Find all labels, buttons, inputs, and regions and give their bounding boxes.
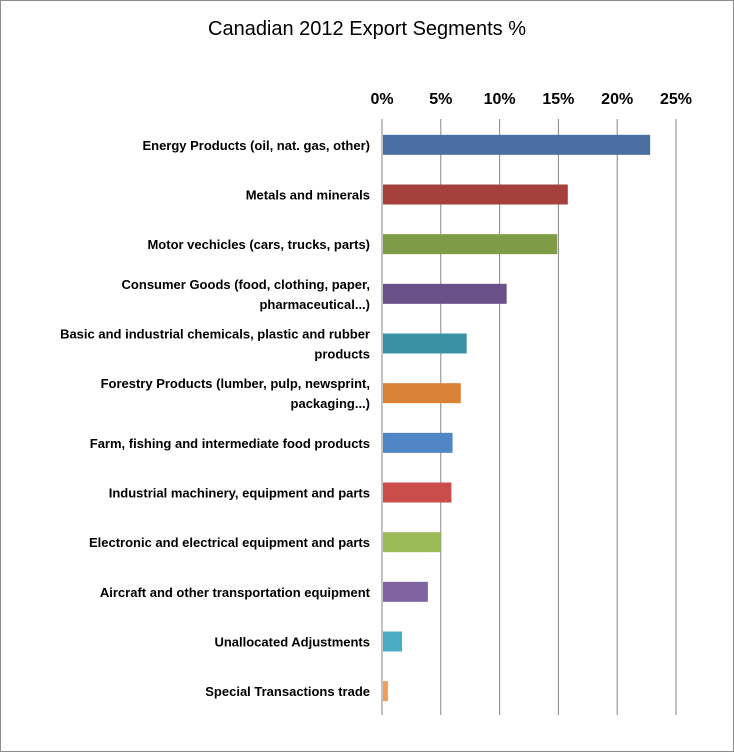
category-label: Motor vechicles (cars, trucks, parts) [147, 237, 370, 252]
category-label: Basic and industrial chemicals, plastic … [60, 327, 370, 342]
bar [383, 681, 388, 702]
bar [383, 532, 441, 553]
bar [383, 234, 558, 255]
category-label: Aircraft and other transportation equipm… [100, 585, 371, 600]
category-label: Electronic and electrical equipment and … [89, 535, 370, 550]
category-label: Special Transactions trade [205, 684, 370, 699]
bar [383, 283, 507, 304]
category-label: Unallocated Adjustments [214, 635, 370, 650]
x-tick-label: 0% [370, 91, 393, 108]
category-label: packaging...) [291, 396, 370, 411]
category-labels: Energy Products (oil, nat. gas, other) Me… [60, 138, 371, 699]
category-label: Consumer Goods (food, clothing, paper, [122, 277, 370, 292]
bar [383, 134, 651, 155]
x-tick-label: 5% [429, 91, 452, 108]
bar [383, 333, 467, 354]
x-axis-ticks: 0% 5% 10% 15% 20% 25% [370, 91, 692, 108]
category-label: Energy Products (oil, nat. gas, other) [142, 138, 370, 153]
category-label: Metals and minerals [246, 188, 370, 203]
x-tick-label: 25% [660, 91, 692, 108]
category-label: products [314, 347, 370, 362]
category-label: Forestry Products (lumber, pulp, newspri… [101, 376, 370, 391]
bar [383, 581, 428, 602]
gridlines [440, 119, 677, 715]
bar [383, 184, 568, 205]
x-tick-label: 10% [484, 91, 516, 108]
chart-title: Canadian 2012 Export Segments % [208, 18, 526, 40]
bars [383, 134, 651, 702]
bar [383, 631, 402, 652]
category-label: Farm, fishing and intermediate food prod… [90, 436, 370, 451]
bar [383, 482, 452, 503]
x-tick-label: 15% [542, 91, 574, 108]
bar [383, 432, 453, 453]
bar [383, 383, 461, 404]
category-label: Industrial machinery, equipment and part… [109, 486, 370, 501]
x-tick-label: 20% [601, 91, 633, 108]
category-label: pharmaceutical...) [259, 297, 370, 312]
